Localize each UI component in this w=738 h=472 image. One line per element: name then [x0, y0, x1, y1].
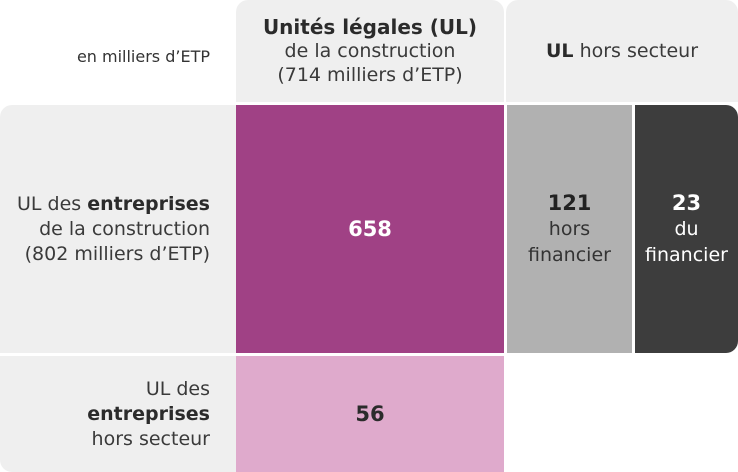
- column-header-ul-hors-secteur: UL hors secteur: [506, 0, 738, 102]
- column-header-ul-construction: Unités légales (UL) de la construction (…: [236, 0, 504, 102]
- value-sublabel-2: financier: [528, 244, 611, 266]
- row-label-total: (802 milliers d’ETP): [24, 242, 210, 265]
- value-label: 658: [348, 217, 392, 241]
- value-label: 56: [355, 402, 385, 426]
- row-label-line2: de la construction: [39, 217, 210, 240]
- value-sublabel-1: hors: [548, 218, 591, 240]
- row-label-prefix: UL des: [17, 192, 88, 215]
- column-subtitle: de la construction: [284, 40, 456, 62]
- row-label-line1: UL des entreprises: [17, 192, 210, 217]
- column-title-bold: UL: [545, 40, 574, 62]
- box-financier: 23 du financier: [635, 105, 738, 353]
- row-label-entreprises-construction: UL des entreprises de la construction (8…: [0, 105, 236, 353]
- row-label-line3: hors secteur: [91, 427, 210, 450]
- box-hors-secteur-construction: 56: [236, 356, 504, 472]
- column-title-hors-secteur: UL hors secteur: [546, 40, 698, 62]
- column-title-rest: hors secteur: [573, 40, 699, 62]
- unit-label-cell: en milliers d’ETP: [0, 0, 236, 102]
- row-label-bold: entreprises: [87, 402, 210, 425]
- row-label-line1: UL des: [145, 377, 210, 400]
- box-hors-financier: 121 hors financier: [507, 105, 632, 353]
- value-sublabel-2: financier: [645, 244, 728, 266]
- value-sublabel-1: du: [674, 218, 699, 240]
- column-title: Unités légales (UL): [262, 15, 478, 39]
- row-label-bold: entreprises: [87, 192, 210, 215]
- row-label-entreprises-hors-secteur: UL des entreprises hors secteur: [0, 356, 236, 472]
- box-construction-construction: 658: [236, 105, 504, 353]
- value-label: 121: [547, 191, 592, 215]
- unit-label: en milliers d’ETP: [76, 46, 210, 66]
- value-label: 23: [671, 191, 702, 215]
- column-total: (714 milliers d’ETP): [277, 64, 463, 86]
